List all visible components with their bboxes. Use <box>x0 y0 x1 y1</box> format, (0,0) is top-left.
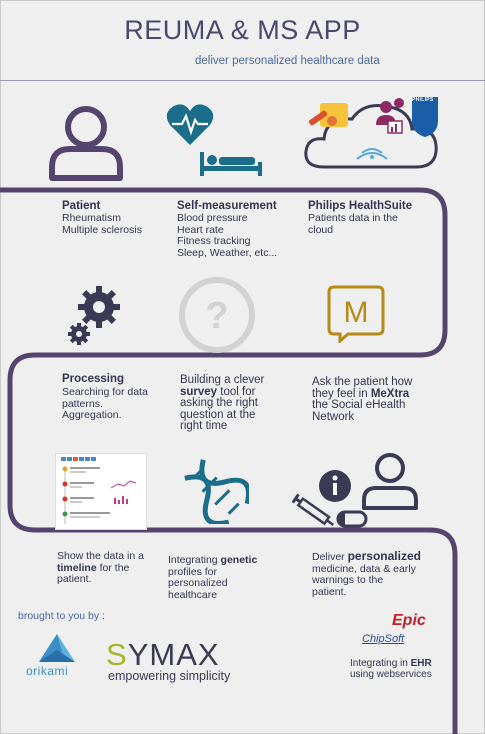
philips-logo-text: PHILIPS <box>412 97 434 103</box>
survey-text: Building a clever survey tool for asking … <box>180 374 265 432</box>
orikami-logo <box>39 634 75 662</box>
heart-rate-icon <box>166 104 214 145</box>
mextra-letter: M <box>344 296 369 329</box>
page-title: REUMA & MS APP <box>124 15 361 45</box>
brought-by-label: brought to you by : <box>18 610 105 622</box>
epic-logo: Epic <box>392 612 426 629</box>
processing-title: Processing <box>62 373 124 385</box>
mextra-m-icon: M <box>327 285 385 343</box>
processing-text: Searching for data patterns. Aggregation… <box>62 386 148 421</box>
patient-text: Rheumatism Multiple sclerosis <box>62 212 142 236</box>
page-subtitle: deliver personalized healthcare data <box>195 55 380 67</box>
dna-icon <box>184 459 249 524</box>
question-icon: ? <box>179 277 255 353</box>
timeline-text: Show the data in a timeline for the pati… <box>57 550 144 585</box>
personalized-text: Deliver personalized medicine, data & ea… <box>312 549 421 598</box>
timeline-screenshot <box>55 453 147 530</box>
patient-title: Patient <box>62 200 101 212</box>
svg-text:?: ? <box>205 295 228 337</box>
self-measurement-text: Blood pressure Heart rate Fitness tracki… <box>177 212 278 259</box>
person-icon <box>49 106 123 181</box>
bed-icon <box>200 152 262 176</box>
symax-logo: SSYMAXYMAX <box>106 637 220 672</box>
symax-tagline: empowering simplicity <box>108 669 231 683</box>
chipsoft-logo: ChipSoft <box>362 633 405 645</box>
genetic-text: Integrating genetic profiles for persona… <box>168 554 258 601</box>
gears-icon <box>68 286 120 345</box>
header-divider <box>0 80 485 81</box>
mextra-text: Ask the patient how they feel in MeXtra … <box>312 376 413 423</box>
philips-title: Philips HealthSuite <box>308 200 413 212</box>
cloud-icon <box>304 97 438 169</box>
ehr-text: Integrating in EHR using webservices <box>350 658 432 680</box>
orikami-text: orikami <box>26 664 69 678</box>
philips-text: Patients data in the cloud <box>308 212 398 236</box>
info-person-icon <box>292 453 418 528</box>
self-measurement-title: Self-measurement <box>177 200 277 212</box>
